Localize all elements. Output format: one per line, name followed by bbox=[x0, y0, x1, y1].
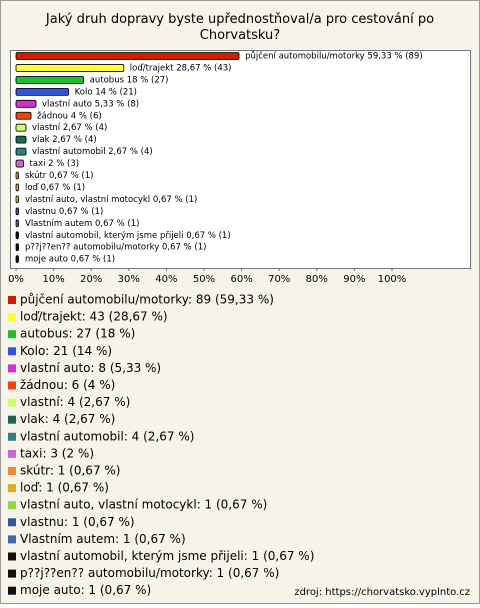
source: zdroj: https://chorvatsko.vyplnto.cz bbox=[294, 587, 470, 598]
legend-label: půjčení automobilu/motorky: 89 (59,33 %) bbox=[20, 293, 274, 307]
legend-swatch bbox=[8, 398, 16, 407]
value-label: vlastní auto, vlastní motocykl 0,67 % (1… bbox=[25, 195, 197, 205]
x-tick-label: 40% bbox=[155, 274, 177, 285]
legend-label: loď: 1 (0,67 %) bbox=[20, 481, 109, 495]
legend-label: vlastní automobil, kterým jsme přijeli: … bbox=[20, 549, 314, 563]
legend-swatch bbox=[8, 415, 16, 424]
bar bbox=[15, 219, 19, 228]
bar bbox=[15, 76, 85, 84]
value-label: vlastní auto 5,33 % (8) bbox=[42, 99, 139, 109]
bar bbox=[15, 147, 27, 156]
bar bbox=[15, 99, 37, 108]
legend-label: žádnou: 6 (4 %) bbox=[20, 378, 115, 392]
x-tick-label: 50% bbox=[193, 274, 215, 285]
value-label: moje auto 0,67 % (1) bbox=[25, 255, 115, 265]
legend-swatch bbox=[8, 586, 16, 595]
bar bbox=[15, 111, 32, 120]
legend-label: Vlastním autem: 1 (0,67 %) bbox=[20, 532, 186, 546]
legend-swatch bbox=[8, 518, 16, 527]
bar bbox=[15, 255, 19, 264]
value-label: vlastnu 0,67 % (1) bbox=[25, 207, 103, 217]
legend-label: skútr: 1 (0,67 %) bbox=[20, 464, 120, 478]
x-tick-label: 30% bbox=[118, 274, 140, 285]
legend-swatch bbox=[8, 501, 16, 510]
value-label: loď 0,67 % (1) bbox=[25, 183, 85, 193]
bar bbox=[15, 52, 240, 60]
legend-swatch bbox=[8, 467, 16, 475]
legend-swatch bbox=[8, 330, 16, 339]
legend-label: vlastní: 4 (2,67 %) bbox=[20, 395, 130, 409]
bar bbox=[15, 207, 19, 216]
legend-label: autobus: 27 (18 %) bbox=[20, 327, 135, 341]
x-tick-label: 60% bbox=[230, 274, 252, 285]
legend-label: loď/trajekt: 43 (28,67 %) bbox=[20, 310, 168, 324]
legend-swatch bbox=[8, 364, 16, 373]
chart-title: Jaký druh dopravy byste upřednostňoval/a… bbox=[45, 12, 434, 43]
value-label: vlastní 2,67 % (4) bbox=[32, 123, 107, 133]
bar bbox=[15, 87, 70, 96]
legend-label: vlastnu: 1 (0,67 %) bbox=[20, 515, 135, 529]
bar bbox=[15, 64, 125, 72]
x-tick-label: 10% bbox=[42, 274, 64, 285]
value-label: Vlastním autem 0,67 % (1) bbox=[25, 219, 139, 229]
legend-swatch bbox=[8, 296, 16, 304]
legend-label: vlastní auto, vlastní motocykl: 1 (0,67 … bbox=[20, 498, 267, 512]
legend-swatch bbox=[8, 449, 16, 458]
legend-swatch bbox=[8, 484, 16, 493]
legend-swatch bbox=[8, 552, 16, 561]
legend-label: vlastní auto: 8 (5,33 %) bbox=[20, 361, 161, 375]
bar bbox=[15, 195, 19, 204]
legend-swatch bbox=[8, 313, 16, 322]
bar bbox=[15, 231, 19, 240]
x-tick-label: 100% bbox=[378, 274, 407, 285]
value-label: žádnou 4 % (6) bbox=[37, 111, 102, 121]
value-label: půjčení automobilu/motorky 59,33 % (89) bbox=[245, 51, 423, 62]
bar bbox=[15, 123, 27, 132]
legend-label: Kolo: 21 (14 %) bbox=[20, 344, 112, 358]
plot-area bbox=[10, 50, 471, 269]
value-label: skútr 0,67 % (1) bbox=[25, 171, 93, 181]
bar bbox=[15, 171, 19, 180]
legend-swatch bbox=[8, 381, 16, 390]
legend-label: taxi: 3 (2 %) bbox=[20, 446, 94, 460]
legend-swatch bbox=[8, 569, 16, 578]
legend-label: vlastní automobil: 4 (2,67 %) bbox=[20, 429, 194, 443]
legend-swatch bbox=[8, 535, 16, 544]
x-tick-label: 90% bbox=[343, 274, 365, 285]
value-label: vlastní automobil, kterým jsme přijeli 0… bbox=[25, 231, 231, 241]
x-tick-label: 80% bbox=[306, 274, 328, 285]
bar bbox=[15, 183, 19, 192]
legend-label: moje auto: 1 (0,67 %) bbox=[20, 583, 151, 597]
value-label: vlak 2,67 % (4) bbox=[32, 135, 97, 145]
bar bbox=[15, 135, 27, 144]
bar bbox=[15, 243, 19, 252]
legend-label: p??j??en?? automobilu/motorky: 1 (0,67 %… bbox=[20, 566, 279, 580]
legend-label: vlak: 4 (2,67 %) bbox=[20, 412, 115, 426]
legend-swatch bbox=[8, 432, 16, 441]
value-label: autobus 18 % (27) bbox=[90, 75, 169, 85]
x-tick-label: 20% bbox=[80, 274, 102, 285]
value-label: p??j??en?? automobilu/motorky 0,67 % (1) bbox=[25, 243, 206, 253]
legend-swatch bbox=[8, 347, 16, 356]
bar bbox=[15, 159, 24, 168]
value-label: taxi 2 % (3) bbox=[30, 159, 80, 169]
x-tick-label: 0% bbox=[8, 274, 24, 285]
value-label: loď/trajekt 28,67 % (43) bbox=[130, 63, 232, 73]
x-tick-label: 70% bbox=[268, 274, 290, 285]
value-label: vlastní automobil 2,67 % (4) bbox=[32, 147, 153, 157]
value-label: Kolo 14 % (21) bbox=[75, 87, 137, 97]
